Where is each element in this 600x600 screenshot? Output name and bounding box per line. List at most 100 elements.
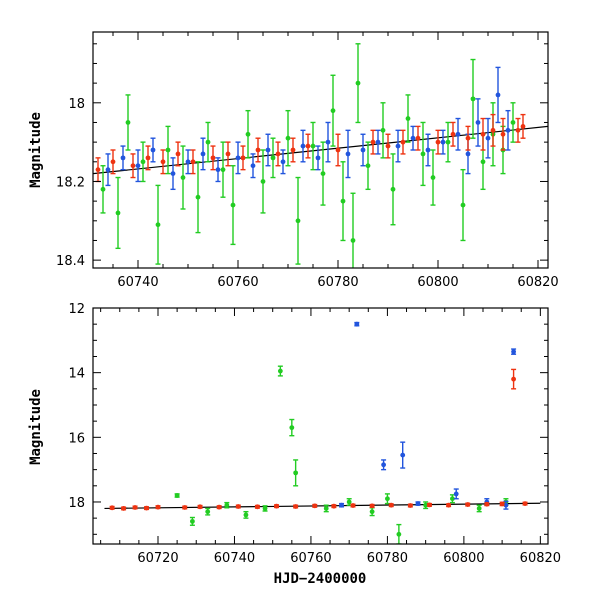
data-point [125, 120, 131, 125]
data-point [490, 127, 496, 133]
data-point [390, 186, 396, 192]
data-point [132, 505, 138, 510]
data-point [120, 155, 126, 161]
data-point [300, 143, 306, 149]
data-point [340, 198, 346, 204]
data-point [440, 139, 446, 145]
series-2 [95, 113, 526, 183]
x-tick-label: 60760 [290, 551, 331, 566]
data-point [174, 493, 180, 498]
series-1 [105, 66, 511, 191]
plot-marks [93, 43, 548, 268]
plot-marks [104, 321, 541, 544]
data-point [505, 127, 511, 133]
y-tick-label: 18.2 [56, 175, 85, 190]
y-tick-label: 16 [68, 431, 85, 446]
data-point [289, 425, 295, 431]
data-point [522, 501, 528, 506]
data-point [320, 171, 326, 177]
data-point [435, 139, 441, 145]
y-tick-label: 18 [68, 97, 85, 112]
data-point [293, 504, 299, 509]
data-point [325, 139, 331, 145]
data-point [110, 159, 116, 165]
data-point [109, 505, 115, 511]
x-tick-label: 60780 [317, 275, 358, 290]
y-tick-label: 18 [68, 496, 85, 511]
data-point [230, 202, 236, 208]
data-point [380, 127, 386, 133]
data-point [277, 368, 283, 374]
data-point [180, 175, 186, 180]
data-point [370, 139, 376, 145]
series-0 [174, 365, 509, 544]
data-point [185, 159, 191, 165]
x-tick-label: 60780 [367, 551, 408, 566]
data-point [369, 509, 375, 515]
data-point [315, 155, 321, 161]
data-point [290, 147, 296, 153]
data-point [310, 143, 316, 149]
data-point [215, 167, 221, 173]
data-point [216, 504, 222, 510]
data-point [243, 512, 249, 518]
data-point [200, 151, 206, 157]
data-point [415, 501, 421, 506]
data-point [339, 502, 344, 508]
x-tick-label: 60760 [217, 275, 258, 290]
data-point [388, 502, 394, 508]
data-point [255, 147, 261, 153]
data-point [396, 531, 402, 537]
data-point [510, 120, 516, 125]
top-panel: 60740 60760 60780 60800 60820 18 18.2 18.4 Magn… [28, 31, 559, 290]
x-tick-label: 60820 [520, 551, 561, 566]
bottom-frame [92, 307, 549, 545]
data-point [365, 163, 371, 169]
model-trend-line [104, 502, 541, 510]
data-point [235, 155, 241, 161]
y-tick-label: 14 [68, 367, 85, 382]
data-point [160, 159, 166, 165]
data-point [511, 376, 516, 382]
data-point [495, 92, 501, 98]
data-point [455, 131, 461, 137]
data-point [405, 116, 411, 121]
data-point [450, 131, 456, 137]
data-point [453, 491, 459, 497]
data-point [155, 504, 161, 510]
data-point [430, 175, 436, 180]
data-point [293, 470, 299, 476]
bottom-ticks: 60720 60740 60760 60780 60800 60820 12 14 16 18 [68, 302, 561, 566]
data-point [445, 139, 451, 145]
data-point [323, 506, 329, 511]
data-point [500, 131, 506, 137]
data-point [335, 147, 341, 153]
data-point [346, 499, 352, 505]
data-point [385, 143, 391, 149]
data-point [475, 120, 481, 125]
data-point [95, 167, 101, 173]
data-point [360, 147, 366, 153]
data-point [395, 143, 401, 149]
data-point [255, 504, 260, 510]
data-point [503, 502, 509, 508]
x-tick-label: 60820 [517, 275, 558, 290]
series-1 [339, 321, 517, 510]
data-point [225, 151, 231, 157]
data-point [425, 147, 431, 153]
model-trend-line [93, 125, 548, 175]
x-tick-label: 60800 [417, 275, 458, 290]
data-point [520, 124, 526, 129]
data-point [175, 151, 181, 157]
data-point [460, 202, 466, 208]
data-point [195, 194, 201, 200]
data-point [410, 135, 416, 141]
data-point [354, 321, 360, 327]
data-point [245, 131, 251, 137]
data-point [121, 506, 126, 511]
data-point [465, 151, 471, 157]
data-point [511, 349, 516, 355]
data-point [446, 502, 451, 508]
data-point [465, 502, 471, 507]
